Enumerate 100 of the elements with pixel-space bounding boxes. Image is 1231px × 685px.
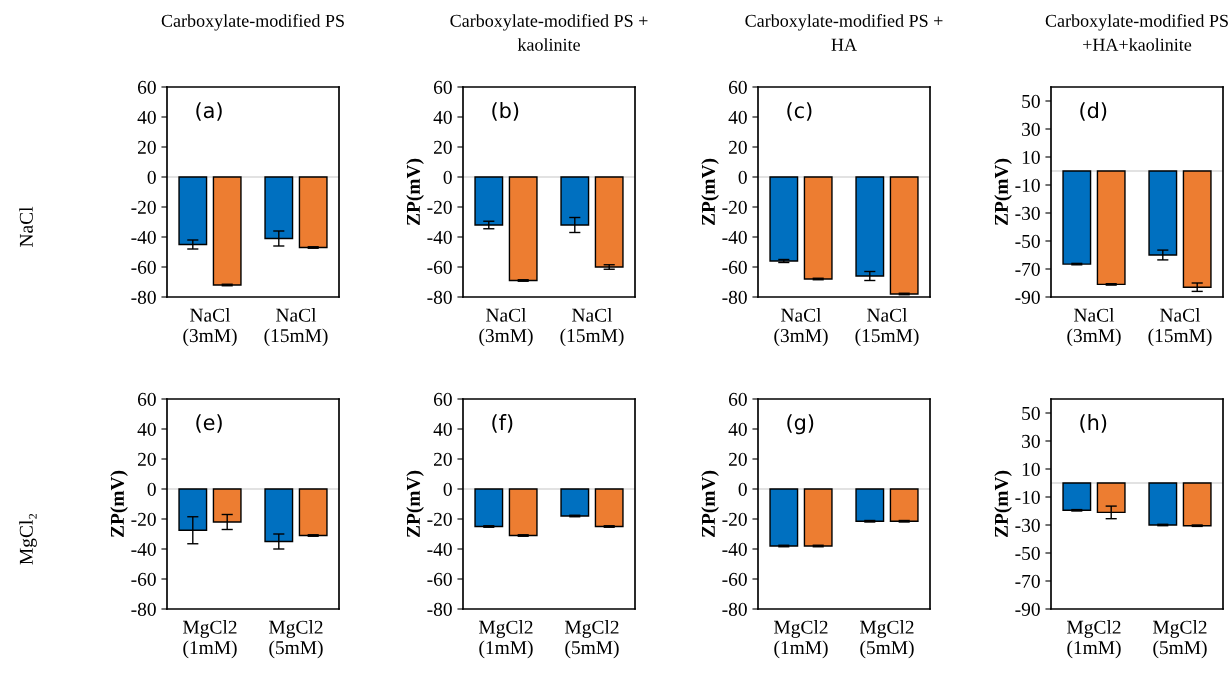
y-tick-label: -80 — [722, 602, 747, 616]
y-tick-label: -40 — [427, 230, 452, 244]
y-tick-label: -80 — [131, 290, 156, 304]
x-tick-label: MgCl2 (5mM) — [565, 620, 619, 659]
y-axis-title: ZP(mV) — [994, 158, 1012, 226]
y-tick-label: -20 — [131, 512, 156, 526]
x-tick-label: MgCl2 (5mM) — [860, 620, 914, 659]
x-tick-label: MgCl2 (1mM) — [479, 620, 533, 659]
y-tick-label: 60 — [137, 392, 156, 406]
y-tick-label: 20 — [728, 452, 747, 466]
y-tick-label: 0 — [147, 482, 156, 496]
y-tick-label: 0 — [443, 482, 452, 496]
annotation: (f) — [492, 414, 513, 433]
y-tick-label: 0 — [738, 170, 747, 184]
y-tick-label: 60 — [433, 392, 452, 406]
x-tick-label: NaCl (15mM) — [855, 308, 919, 347]
y-tick-label: -40 — [722, 542, 747, 556]
y-tick-label: -70 — [1015, 262, 1040, 276]
y-tick-label: -60 — [131, 260, 156, 274]
annotation: (b) — [492, 102, 519, 121]
text: NaCl — [19, 206, 33, 247]
y-tick-label: -80 — [131, 602, 156, 616]
y-tick-label: -10 — [1015, 178, 1040, 192]
annotation: (d) — [1080, 102, 1107, 121]
y-tick-label: 60 — [137, 80, 156, 94]
y-tick-label: -20 — [722, 200, 747, 214]
y-tick-label: 0 — [738, 482, 747, 496]
y-tick-label: 40 — [433, 422, 452, 436]
y-tick-label: 60 — [433, 80, 452, 94]
x-tick-label: MgCl2 (1mM) — [774, 620, 828, 659]
y-tick-label: -60 — [427, 572, 452, 586]
y-axis-title: ZP(mV) — [994, 470, 1012, 538]
x-tick-label: MgCl2 (5mM) — [269, 620, 323, 659]
y-tick-label: 0 — [147, 170, 156, 184]
annotation: (e) — [196, 414, 222, 433]
y-tick-label: -90 — [1015, 290, 1040, 304]
x-tick-label: NaCl (15mM) — [560, 308, 624, 347]
y-tick-label: 40 — [728, 422, 747, 436]
x-tick-label: MgCl2 (1mM) — [183, 620, 237, 659]
y-tick-label: -50 — [1015, 546, 1040, 560]
x-tick-label: NaCl (3mM) — [183, 308, 237, 347]
y-axis-title: ZP(mV) — [701, 470, 719, 538]
x-tick-label: MgCl2 (5mM) — [1153, 620, 1207, 659]
y-tick-label: -70 — [1015, 574, 1040, 588]
y-axis-title: ZP(mV) — [701, 158, 719, 226]
y-tick-label: -40 — [722, 230, 747, 244]
annotation: (a) — [196, 102, 222, 121]
chart-title: Carboxylate-modified PS +HA+kaolinite — [1045, 14, 1228, 51]
y-tick-label: 40 — [433, 110, 452, 124]
y-tick-label: -50 — [1015, 234, 1040, 248]
y-axis-title: ZP(mV) — [110, 470, 128, 538]
y-tick-label: -20 — [722, 512, 747, 526]
y-tick-label: -60 — [722, 572, 747, 586]
y-tick-label: -60 — [722, 260, 747, 274]
y-tick-label: 40 — [728, 110, 747, 124]
y-tick-label: 30 — [1022, 434, 1040, 448]
y-tick-label: -60 — [427, 260, 452, 274]
annotation: (h) — [1080, 414, 1107, 433]
y-tick-label: 20 — [728, 140, 747, 154]
annotation: (g) — [787, 414, 814, 435]
y-tick-label: -40 — [131, 230, 156, 244]
y-axis-title: ZP(mV) — [406, 470, 424, 538]
y-tick-label: 40 — [137, 422, 156, 436]
y-tick-label: -40 — [131, 542, 156, 556]
y-tick-label: -10 — [1015, 490, 1040, 504]
y-tick-label: 20 — [433, 452, 452, 466]
x-tick-label: NaCl (15mM) — [1148, 308, 1212, 347]
y-tick-label: -30 — [1015, 518, 1040, 532]
annotation: (c) — [787, 102, 812, 121]
chart-title: Carboxylate-modified PS — [161, 14, 344, 31]
y-tick-label: -90 — [1015, 602, 1040, 616]
x-tick-label: NaCl (3mM) — [774, 308, 828, 347]
x-tick-label: MgCl2 (1mM) — [1067, 620, 1121, 659]
y-tick-label: 10 — [1022, 462, 1040, 476]
y-tick-label: -30 — [1015, 206, 1040, 220]
x-tick-label: NaCl (3mM) — [1067, 308, 1121, 347]
y-tick-label: 30 — [1022, 122, 1040, 136]
y-tick-label: 60 — [728, 80, 747, 94]
text: MgCl₂ — [19, 513, 37, 565]
y-tick-label: -80 — [427, 602, 452, 616]
y-tick-label: -80 — [722, 290, 747, 304]
y-tick-label: -20 — [131, 200, 156, 214]
x-tick-label: NaCl (3mM) — [479, 308, 533, 347]
chart-title: Carboxylate-modified PS + HA — [745, 14, 943, 51]
y-tick-label: -80 — [427, 290, 452, 304]
y-tick-label: 10 — [1022, 150, 1040, 164]
y-tick-label: 0 — [443, 170, 452, 184]
y-tick-label: -60 — [131, 572, 156, 586]
y-tick-label: 40 — [137, 110, 156, 124]
x-tick-label: NaCl (15mM) — [264, 308, 328, 347]
y-tick-label: 50 — [1022, 406, 1040, 420]
y-tick-label: 60 — [728, 392, 747, 406]
y-axis-title: ZP(mV) — [406, 158, 424, 226]
y-tick-label: -20 — [427, 512, 452, 526]
chart-title: Carboxylate-modified PS + kaolinite — [450, 14, 648, 51]
y-tick-label: 20 — [137, 452, 156, 466]
y-tick-label: -40 — [427, 542, 452, 556]
y-tick-label: 20 — [137, 140, 156, 154]
y-tick-label: -20 — [427, 200, 452, 214]
y-tick-label: 20 — [433, 140, 452, 154]
